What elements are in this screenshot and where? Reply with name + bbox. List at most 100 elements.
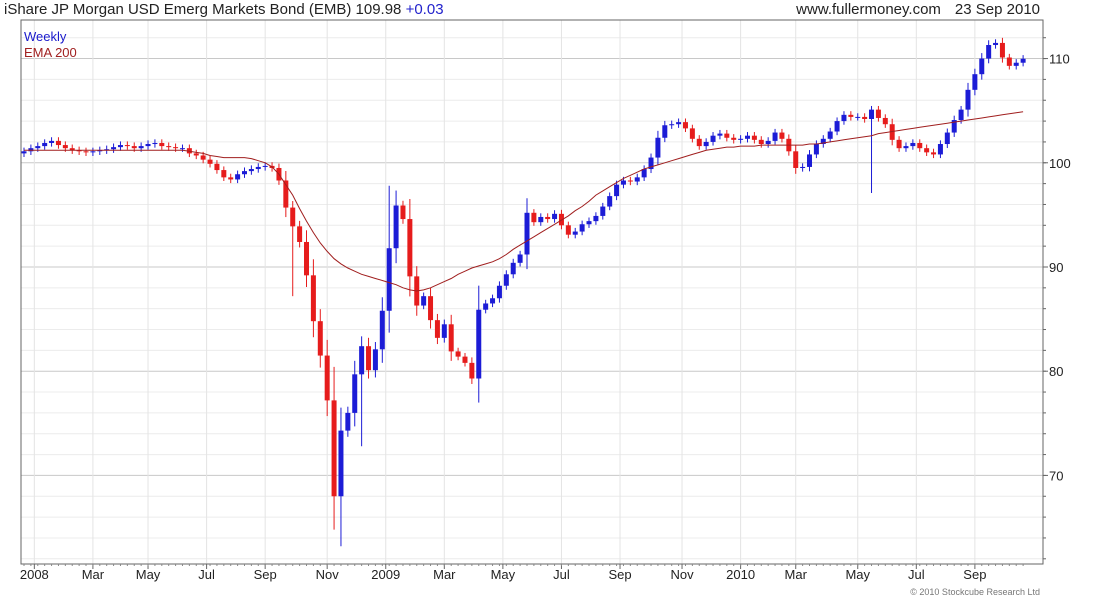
candle-body: [855, 116, 861, 118]
candle-body: [90, 151, 96, 153]
candle-body: [896, 139, 902, 149]
y-tick-label: 100: [1049, 156, 1071, 171]
ema-layer: [24, 111, 1024, 292]
candle-body: [827, 131, 833, 139]
candle-body: [682, 122, 688, 129]
y-tick-label: 90: [1049, 260, 1063, 275]
candle-body: [235, 174, 241, 180]
copyright-notice: © 2010 Stockcube Research Ltd: [910, 587, 1040, 597]
candle-body: [689, 128, 695, 139]
source-link[interactable]: www.fullermoney.com: [796, 1, 941, 18]
candle-body: [55, 140, 61, 146]
candle-body: [207, 159, 213, 164]
candle-body: [793, 151, 799, 168]
candle-body: [538, 216, 544, 223]
candle-body: [297, 226, 303, 242]
candle-body: [510, 262, 516, 275]
candle-body: [407, 219, 413, 277]
candle-body: [600, 206, 606, 216]
candle-body: [841, 114, 847, 122]
candle-body: [62, 145, 68, 149]
candle-body: [765, 140, 771, 145]
candle-body: [1013, 62, 1019, 66]
candle-body: [193, 153, 199, 156]
candle-body: [1006, 57, 1012, 66]
candle-body: [779, 132, 785, 139]
candle-body: [703, 141, 709, 147]
candle-body: [834, 121, 840, 132]
candle-body: [145, 144, 151, 147]
candle-body: [627, 180, 633, 182]
candle-body: [179, 148, 185, 150]
candle-body: [820, 138, 826, 145]
candle-body: [875, 109, 881, 118]
x-tick-label: Sep: [254, 567, 277, 582]
candle-body: [565, 225, 571, 235]
candle-body: [221, 170, 227, 178]
candle-body: [255, 166, 261, 170]
chart-legend: Weekly EMA 200: [24, 29, 77, 61]
candle-body: [758, 139, 764, 145]
y-axis: 70 80 90 100 110: [1043, 37, 1071, 560]
x-tick-label: Sep: [963, 567, 986, 582]
candle-body: [42, 142, 48, 147]
candle-body: [476, 309, 482, 379]
candle-body: [655, 137, 661, 158]
x-tick-label: Jul: [908, 567, 925, 582]
candle-body: [552, 213, 558, 220]
candle-body: [173, 147, 179, 149]
candle-body: [965, 89, 971, 110]
candle-body: [503, 274, 509, 286]
candle-body: [531, 212, 537, 223]
candle-body: [951, 120, 957, 133]
candle-body: [69, 148, 75, 151]
candle-body: [283, 180, 289, 208]
candle-body: [710, 135, 716, 142]
candle-body: [545, 216, 551, 220]
candle-body: [400, 205, 406, 220]
candle-body: [304, 241, 310, 276]
chart-date: 23 Sep 2010: [954, 1, 1040, 18]
candle-body: [214, 163, 220, 171]
x-tick-label: May: [845, 567, 870, 582]
x-tick-label: 2010: [726, 567, 755, 582]
candle-body: [310, 275, 316, 322]
candle-body: [421, 296, 427, 306]
x-tick-label: May: [491, 567, 516, 582]
candle-body: [620, 180, 626, 185]
candle-body: [614, 184, 620, 197]
x-tick-label: Sep: [608, 567, 631, 582]
candle-body: [441, 324, 447, 338]
candle-body: [724, 133, 730, 138]
candle-body: [979, 58, 985, 75]
candle-body: [889, 124, 895, 140]
candle-body: [200, 155, 206, 160]
x-tick-label: Jul: [198, 567, 215, 582]
candle-body: [317, 321, 323, 356]
plot-frame: [20, 19, 1044, 565]
candle-body: [869, 109, 875, 120]
candle-body: [186, 148, 192, 154]
candle-body: [49, 140, 55, 143]
candle-body: [731, 137, 737, 140]
candle-body: [372, 349, 378, 371]
candle-body: [641, 169, 647, 178]
candle-body: [290, 207, 296, 227]
candle-body: [917, 142, 923, 149]
candle-body: [138, 146, 144, 149]
candle-body: [579, 224, 585, 232]
candle-body: [676, 122, 682, 125]
candle-body: [379, 310, 385, 350]
candle-body: [903, 146, 909, 149]
candle-body: [366, 346, 372, 371]
candle-body: [455, 351, 461, 357]
x-tick-label: 2008: [20, 567, 49, 582]
candle-body: [751, 135, 757, 140]
candle-body: [972, 74, 978, 90]
candle-body: [496, 285, 502, 299]
grid-lines: [21, 20, 1043, 564]
candle-body: [124, 145, 130, 147]
y-tick-label: 70: [1049, 468, 1063, 483]
chart-source-bar: www.fullermoney.com 23 Sep 2010: [796, 1, 1040, 18]
